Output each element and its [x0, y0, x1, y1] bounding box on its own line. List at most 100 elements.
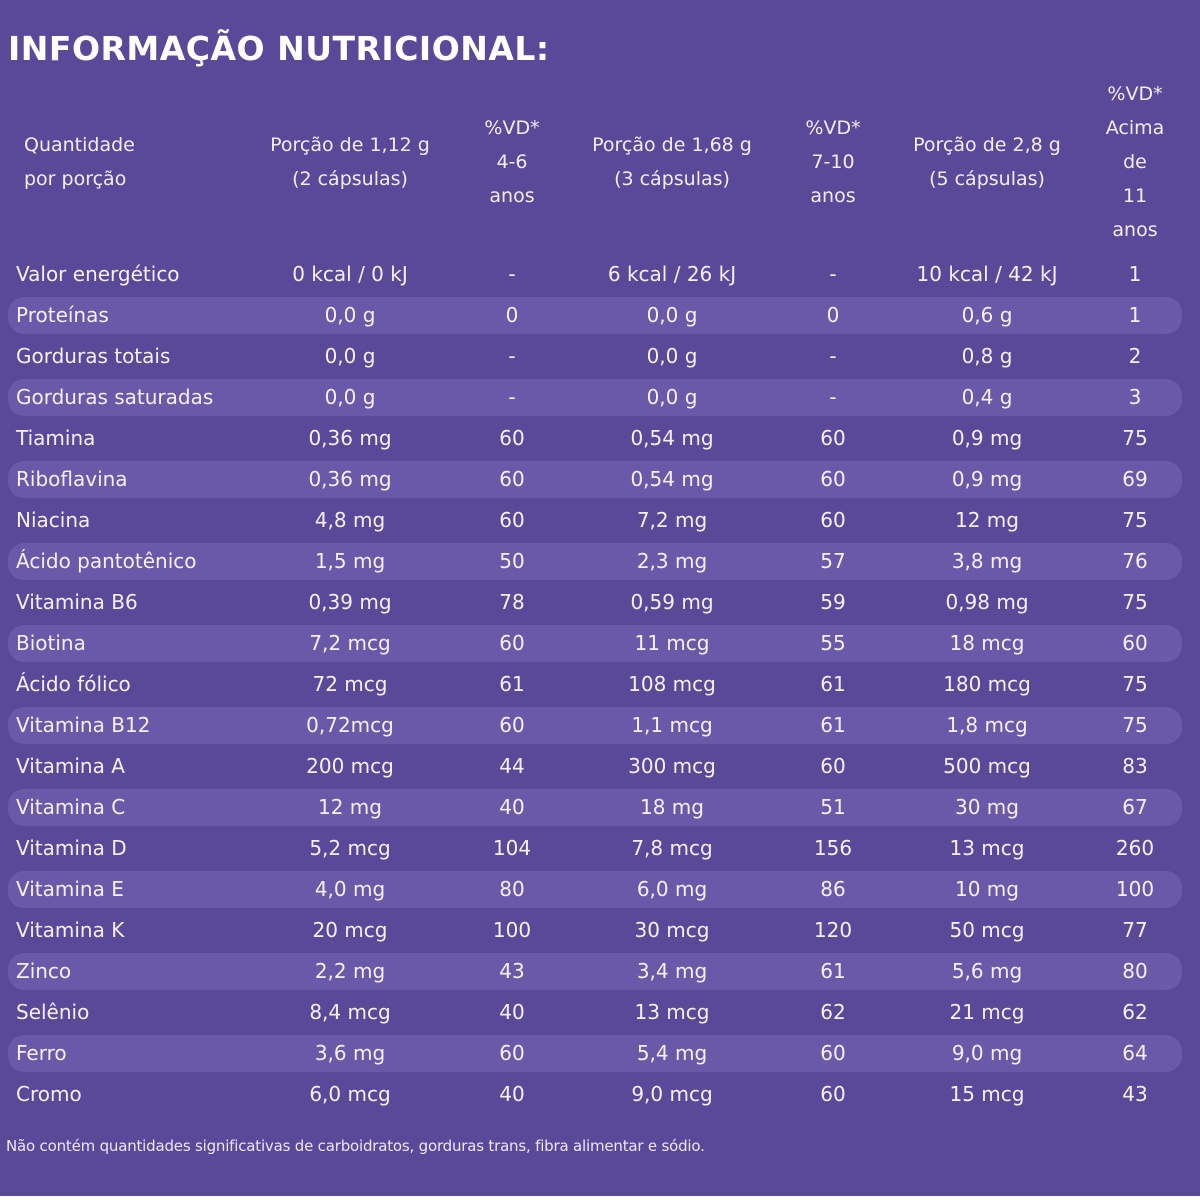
portion-1-value: 200 mcg: [306, 754, 394, 778]
portion-1-value: 0 kcal / 0 kJ: [292, 262, 408, 286]
portion-3-value: 10 kcal / 42 kJ: [916, 262, 1058, 286]
nutrient-name: Ácido fólico: [16, 672, 131, 696]
portion-2-value: 2,3 mg: [636, 549, 708, 573]
nutrient-name: Riboflavina: [16, 467, 128, 491]
portion-3-value: 9,0 mg: [951, 1041, 1023, 1065]
portion-3-value: 5,6 mg: [951, 959, 1023, 983]
portion-3-value: 500 mcg: [943, 754, 1031, 778]
portion-1-value: 5,2 mcg: [309, 836, 391, 860]
vd-1-value: 50: [499, 549, 525, 573]
vd-2-value: 156: [813, 836, 853, 860]
nutrient-name: Ácido pantotênico: [16, 549, 197, 573]
portion-2-value: 300 mcg: [628, 754, 716, 778]
header-vd-2: %VD* 7-10 anos: [805, 117, 861, 207]
table-row: Ferro 3,6 mg 60 5,4 mg 60 9,0 mg 64: [0, 1033, 1200, 1074]
vd-3-value: 1: [1128, 262, 1142, 286]
portion-2-value: 0,59 mg: [630, 590, 714, 614]
portion-3-value: 21 mcg: [949, 1000, 1025, 1024]
vd-1-value: 40: [499, 795, 525, 819]
header-quantity: Quantidade por porção: [24, 134, 135, 190]
nutrient-name: Zinco: [16, 959, 72, 983]
table-row: Valor energético 0 kcal / 0 kJ - 6 kcal / 2…: [0, 254, 1200, 295]
portion-2-value: 9,0 mcg: [631, 1082, 713, 1106]
nutrient-name: Gorduras saturadas: [16, 385, 214, 409]
portion-2-value: 13 mcg: [634, 1000, 710, 1024]
nutrient-name: Gorduras totais: [16, 344, 171, 368]
vd-2-value: 61: [820, 713, 846, 737]
vd-2-value: 60: [820, 1041, 846, 1065]
vd-3-value: 75: [1122, 590, 1148, 614]
nutrient-name: Selênio: [16, 1000, 90, 1024]
table-row: Biotina 7,2 mcg 60 11 mcg 55 18 mcg 60: [0, 623, 1200, 664]
vd-2-value: 51: [820, 795, 846, 819]
portion-2-value: 0,54 mg: [630, 467, 714, 491]
vd-3-value: 75: [1122, 672, 1148, 696]
portion-3-value: 0,6 g: [961, 303, 1013, 327]
vd-1-value: 61: [499, 672, 525, 696]
portion-2-value: 18 mg: [640, 795, 704, 819]
portion-3-value: 3,8 mg: [951, 549, 1023, 573]
table-row: Tiamina 0,36 mg 60 0,54 mg 60 0,9 mg 75: [0, 418, 1200, 459]
table-row: Vitamina D 5,2 mcg 104 7,8 mcg 156 13 mcg 260: [0, 828, 1200, 869]
vd-2-value: 61: [820, 672, 846, 696]
nutrient-name: Cromo: [16, 1082, 82, 1106]
vd-2-value: -: [829, 344, 837, 368]
vd-1-value: 60: [499, 508, 525, 532]
portion-2-value: 1,1 mcg: [631, 713, 713, 737]
vd-2-value: 120: [813, 918, 853, 942]
portion-3-value: 0,8 g: [961, 344, 1013, 368]
portion-3-value: 12 mg: [955, 508, 1019, 532]
vd-3-value: 75: [1122, 426, 1148, 450]
vd-2-value: 61: [820, 959, 846, 983]
portion-2-value: 0,0 g: [646, 344, 698, 368]
portion-1-value: 0,0 g: [324, 344, 376, 368]
vd-2-value: 59: [820, 590, 846, 614]
vd-1-value: -: [508, 385, 516, 409]
portion-3-value: 50 mcg: [949, 918, 1025, 942]
vd-2-value: 60: [820, 426, 846, 450]
vd-3-value: 60: [1122, 631, 1148, 655]
portion-2-value: 7,8 mcg: [631, 836, 713, 860]
vd-2-value: 60: [820, 508, 846, 532]
table-row: Ácido pantotênico 1,5 mg 50 2,3 mg 57 3,8 mg 7…: [0, 541, 1200, 582]
portion-1-value: 0,0 g: [324, 303, 376, 327]
portion-1-value: 20 mcg: [312, 918, 388, 942]
portion-3-value: 15 mcg: [949, 1082, 1025, 1106]
vd-3-value: 75: [1122, 713, 1148, 737]
portion-2-value: 0,0 g: [646, 303, 698, 327]
nutrient-name: Vitamina C: [16, 795, 126, 819]
portion-1-value: 12 mg: [318, 795, 382, 819]
portion-2-value: 5,4 mg: [636, 1041, 708, 1065]
footnote: Não contém quantidades significativas de…: [6, 1137, 705, 1155]
vd-2-value: 62: [820, 1000, 846, 1024]
vd-1-value: 44: [499, 754, 525, 778]
vd-3-value: 76: [1122, 549, 1148, 573]
vd-1-value: 43: [499, 959, 525, 983]
portion-1-value: 0,36 mg: [308, 467, 392, 491]
portion-1-value: 0,39 mg: [308, 590, 392, 614]
vd-3-value: 64: [1122, 1041, 1148, 1065]
vd-2-value: 86: [820, 877, 846, 901]
portion-1-value: 8,4 mcg: [309, 1000, 391, 1024]
table-row: Vitamina C 12 mg 40 18 mg 51 30 mg 67: [0, 787, 1200, 828]
portion-3-value: 10 mg: [955, 877, 1019, 901]
nutrient-name: Vitamina E: [16, 877, 124, 901]
portion-2-value: 6 kcal / 26 kJ: [607, 262, 737, 286]
portion-1-value: 4,8 mg: [314, 508, 386, 532]
table-row: Gorduras saturadas 0,0 g - 0,0 g - 0,4 g 3: [0, 377, 1200, 418]
vd-1-value: 80: [499, 877, 525, 901]
table-row: Riboflavina 0,36 mg 60 0,54 mg 60 0,9 mg 69: [0, 459, 1200, 500]
table-row: Zinco 2,2 mg 43 3,4 mg 61 5,6 mg 80: [0, 951, 1200, 992]
nutrient-name: Vitamina A: [16, 754, 125, 778]
table-row: Selênio 8,4 mcg 40 13 mcg 62 21 mcg 62: [0, 992, 1200, 1033]
vd-3-value: 80: [1122, 959, 1148, 983]
portion-1-value: 0,72mcg: [306, 713, 394, 737]
portion-1-value: 72 mcg: [312, 672, 388, 696]
vd-1-value: 40: [499, 1082, 525, 1106]
vd-1-value: 60: [499, 713, 525, 737]
vd-2-value: 0: [826, 303, 840, 327]
portion-3-value: 180 mcg: [943, 672, 1031, 696]
header-portion-2: Porção de 1,68 g (3 cápsulas): [592, 134, 752, 190]
portion-2-value: 30 mcg: [634, 918, 710, 942]
vd-2-value: 57: [820, 549, 846, 573]
